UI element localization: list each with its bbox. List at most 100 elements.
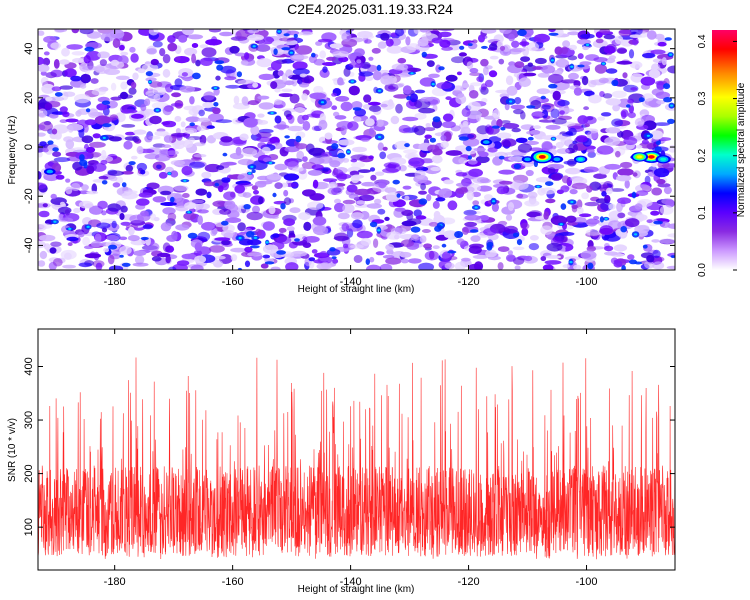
spectrogram-speckle [659, 205, 674, 215]
spectrogram-speckle [281, 88, 293, 93]
spectrogram-cyan-core [68, 227, 72, 230]
spectrogram-speckle [545, 255, 562, 259]
spectrogram-cyan-core [431, 83, 435, 86]
spectrogram-speckle [303, 76, 310, 84]
spectrogram-speckle [561, 175, 570, 184]
spectrogram-speckle [506, 85, 518, 96]
spectrogram-blue-spot [638, 97, 645, 103]
spectrogram-blue-spot [498, 155, 505, 160]
spectrogram-speckle [215, 75, 221, 81]
spectrogram-speckle [319, 50, 327, 59]
spectrogram-cyan-core [86, 225, 90, 228]
spectrogram-speckle [455, 187, 468, 195]
snr-frame [37, 328, 676, 571]
spectrogram-speckle [83, 55, 91, 64]
spectrogram-speckle [531, 112, 545, 117]
spectrogram-speckle [73, 207, 81, 214]
spectrogram-speckle [308, 260, 315, 269]
spectrogram-speckle [609, 188, 625, 192]
spectrogram-speckle [398, 124, 411, 134]
spectrogram-speckle [199, 134, 207, 145]
spectrogram-cyan-core [346, 150, 350, 153]
spectrogram-speckle [201, 221, 216, 231]
spectrogram-speckle [238, 182, 254, 187]
spectrogram-speckle [604, 163, 622, 170]
spectrogram-speckle [121, 171, 134, 175]
spectrogram-speckle [179, 85, 196, 93]
spectrogram-speckle [100, 159, 108, 165]
spectrogram-speckle [319, 250, 328, 258]
spectrogram-speckle [278, 227, 287, 233]
spectrogram-speckle [394, 207, 406, 212]
spectrogram-speckle [366, 203, 382, 209]
spectrogram-speckle [115, 75, 130, 81]
spectrogram-speckle [167, 212, 177, 221]
spectrogram-speckle [634, 225, 650, 234]
spectrogram-speckle [78, 200, 94, 209]
spectrogram-speckle [165, 254, 171, 264]
spectrogram-speckle [510, 104, 525, 110]
spectrogram-speckle [567, 31, 580, 36]
spectrogram-speckle [120, 51, 129, 56]
spectrogram-speckle [331, 105, 338, 110]
spectrogram-speckle [64, 68, 77, 78]
spectrogram-speckle [380, 75, 394, 86]
spectrogram-speckle [270, 266, 281, 270]
spectrogram-blue-spot [406, 96, 411, 101]
spectrogram-speckle [559, 231, 575, 236]
spectrogram-speckle [115, 61, 125, 68]
spectrogram-speckle [377, 208, 386, 215]
spectrogram-speckle [635, 184, 651, 193]
spectrogram-speckle [442, 251, 451, 261]
spectrogram-speckle [38, 171, 42, 180]
spectrogram-speckle [237, 173, 253, 182]
spectrogram-speckle [526, 130, 539, 135]
spectrogram-speckle [581, 75, 589, 86]
spectrogram-speckle [193, 142, 206, 147]
spectrogram-speckle [561, 132, 574, 137]
spectrogram-speckle [258, 102, 275, 110]
spectrogram-speckle [616, 175, 632, 182]
spectrogram-speckle [438, 31, 452, 38]
spectrogram-speckle [555, 141, 564, 149]
spectrogram-speckle [363, 94, 372, 103]
spectrogram-cyan-core [183, 179, 187, 182]
spectrogram-speckle [299, 73, 308, 78]
spectrogram-speckle [407, 67, 422, 72]
x-tick-label: -120 [458, 276, 480, 288]
spectrogram-speckle [499, 180, 513, 185]
spectrogram-speckle [377, 142, 384, 151]
spectrogram-speckle [573, 264, 582, 270]
spectrogram-speckle [491, 113, 498, 117]
spectrogram-blue-spot [441, 243, 447, 248]
spectrogram-speckle [358, 194, 375, 202]
spectrogram-speckle [623, 136, 638, 146]
spectrogram-speckle [82, 65, 98, 71]
spectrogram-speckle [341, 223, 350, 232]
spectrogram-x-axis-label: Height of straight line (km) [298, 284, 415, 295]
spectrogram-blue-spot [284, 135, 290, 139]
spectrogram-cyan-core [148, 80, 152, 83]
spectrogram-blue-spot [119, 254, 124, 258]
spectrogram-speckle [409, 93, 418, 103]
spectrogram-speckle [520, 56, 531, 62]
spectrogram-speckle [198, 203, 211, 210]
spectrogram-blue-spot [599, 216, 605, 223]
spectrogram-speckle [473, 147, 487, 152]
spectrogram-speckle [132, 72, 139, 81]
spectrogram-blue-spot [47, 140, 54, 145]
spectrogram-blue-spot [365, 258, 370, 266]
spectrogram-speckle [188, 161, 205, 169]
spectrogram-speckle [200, 57, 213, 66]
spectrogram-blue-spot [512, 232, 520, 238]
spectrogram-speckle [276, 236, 292, 245]
spectrogram-speckle [162, 68, 171, 78]
spectrogram-speckle [503, 225, 518, 234]
spectrogram-speckle [644, 261, 655, 269]
spectrogram-speckle [66, 123, 84, 131]
spectrogram-blue-spot [84, 46, 95, 52]
spectrogram-speckle [84, 119, 97, 126]
spectrogram-speckle [175, 224, 190, 231]
spectrogram-speckle [71, 51, 85, 56]
spectrogram-speckle [316, 263, 332, 270]
